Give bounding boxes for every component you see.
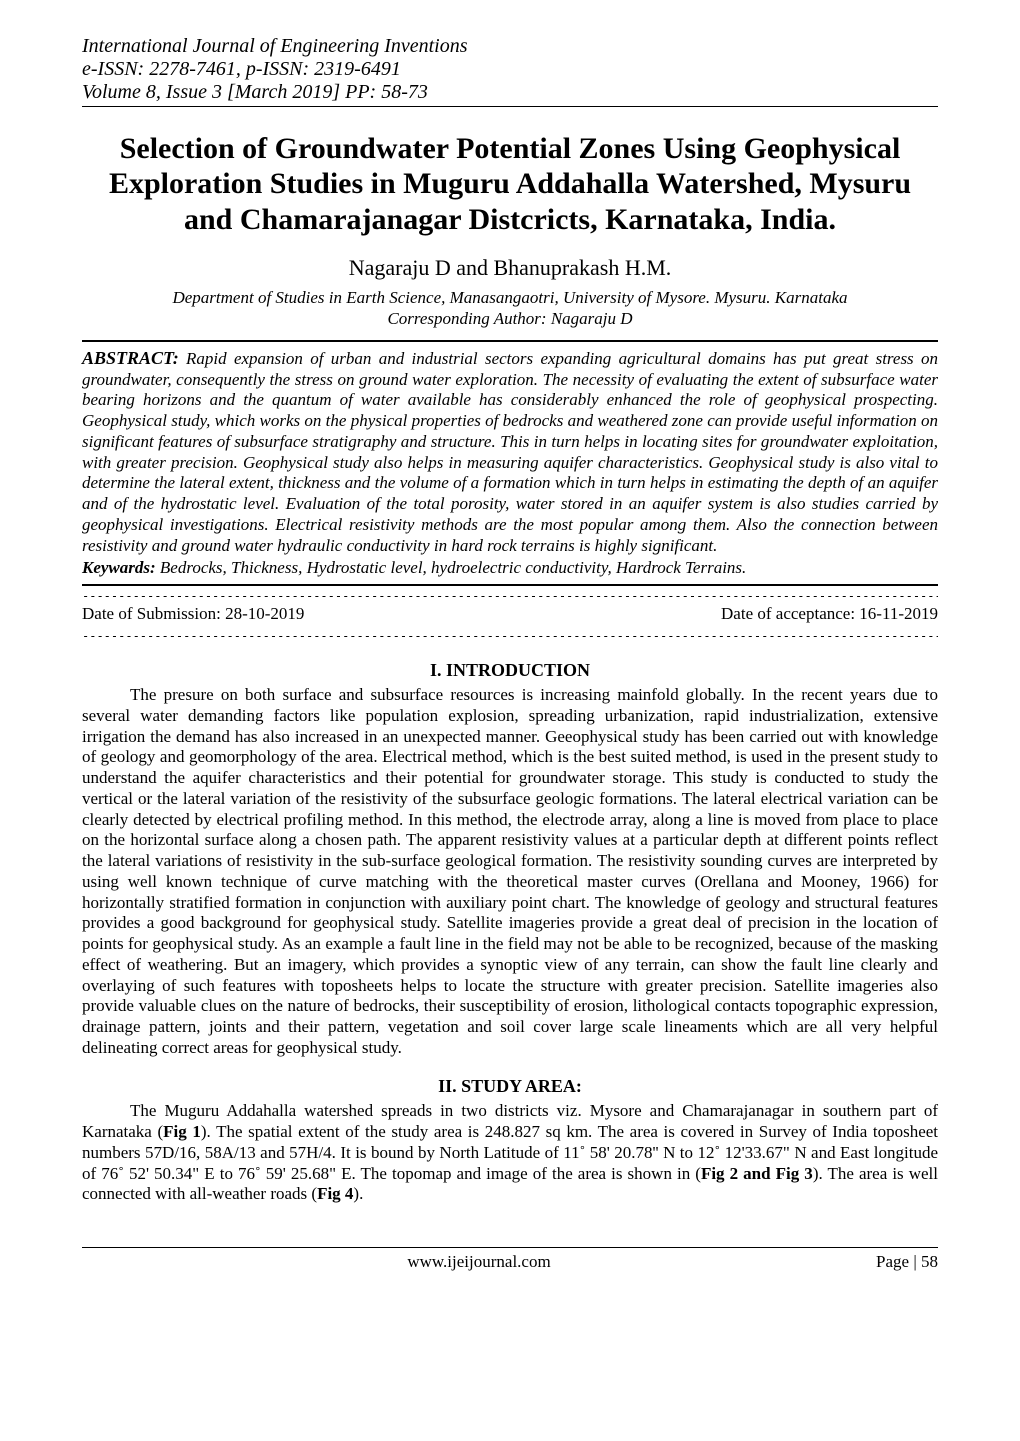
affiliation-line2: Corresponding Author: Nagaraju D [387,309,632,328]
study-area-paragraph: The Muguru Addahalla watershed spreads i… [82,1101,938,1205]
journal-volume: Volume 8, Issue 3 [March 2019] PP: 58-73 [82,81,938,104]
footer-row: www.ijeijournal.com Page | 58 [82,1250,938,1272]
journal-title: International Journal of Engineering Inv… [82,35,938,58]
abstract-label: ABSTRACT: [82,348,179,368]
date-row: Date of Submission: 28-10-2019 Date of a… [82,602,938,626]
fig1-ref: Fig 1 [163,1122,201,1141]
abstract-box: ABSTRACT: Rapid expansion of urban and i… [82,340,938,587]
acceptance-date: Date of acceptance: 16-11-2019 [721,604,938,624]
submission-date: Date of Submission: 28-10-2019 [82,604,304,624]
abstract-text: ABSTRACT: Rapid expansion of urban and i… [82,348,938,557]
journal-header: International Journal of Engineering Inv… [82,35,938,104]
footer-url: www.ijeijournal.com [407,1252,550,1272]
study-area-text-4: ). [353,1184,363,1203]
fig4-ref: Fig 4 [317,1184,353,1203]
fig23-ref: Fig 2 and Fig 3 [701,1164,813,1183]
dash-line-bottom: ----------------------------------------… [82,630,938,642]
affiliation: Department of Studies in Earth Science, … [82,287,938,330]
keywords-text: Bedrocks, Thickness, Hydrostatic level, … [156,558,747,577]
header-rule [82,106,938,107]
footer-page: Page | 58 [876,1252,938,1272]
footer-rule [82,1247,938,1248]
paper-title: Selection of Groundwater Potential Zones… [82,131,938,237]
section-heading-study-area: II. STUDY AREA: [82,1076,938,1097]
keywords-line: Keywards: Bedrocks, Thickness, Hydrostat… [82,558,938,578]
authors: Nagaraju D and Bhanuprakash H.M. [82,255,938,281]
section-heading-intro: I. INTRODUCTION [82,660,938,681]
abstract-body: Rapid expansion of urban and industrial … [82,349,938,555]
dash-line-top: ----------------------------------------… [82,590,938,602]
affiliation-line1: Department of Studies in Earth Science, … [172,288,847,307]
journal-issn: e-ISSN: 2278-7461, p-ISSN: 2319-6491 [82,58,938,81]
intro-paragraph: The presure on both surface and subsurfa… [82,685,938,1058]
keywords-label: Keywards: [82,558,156,577]
